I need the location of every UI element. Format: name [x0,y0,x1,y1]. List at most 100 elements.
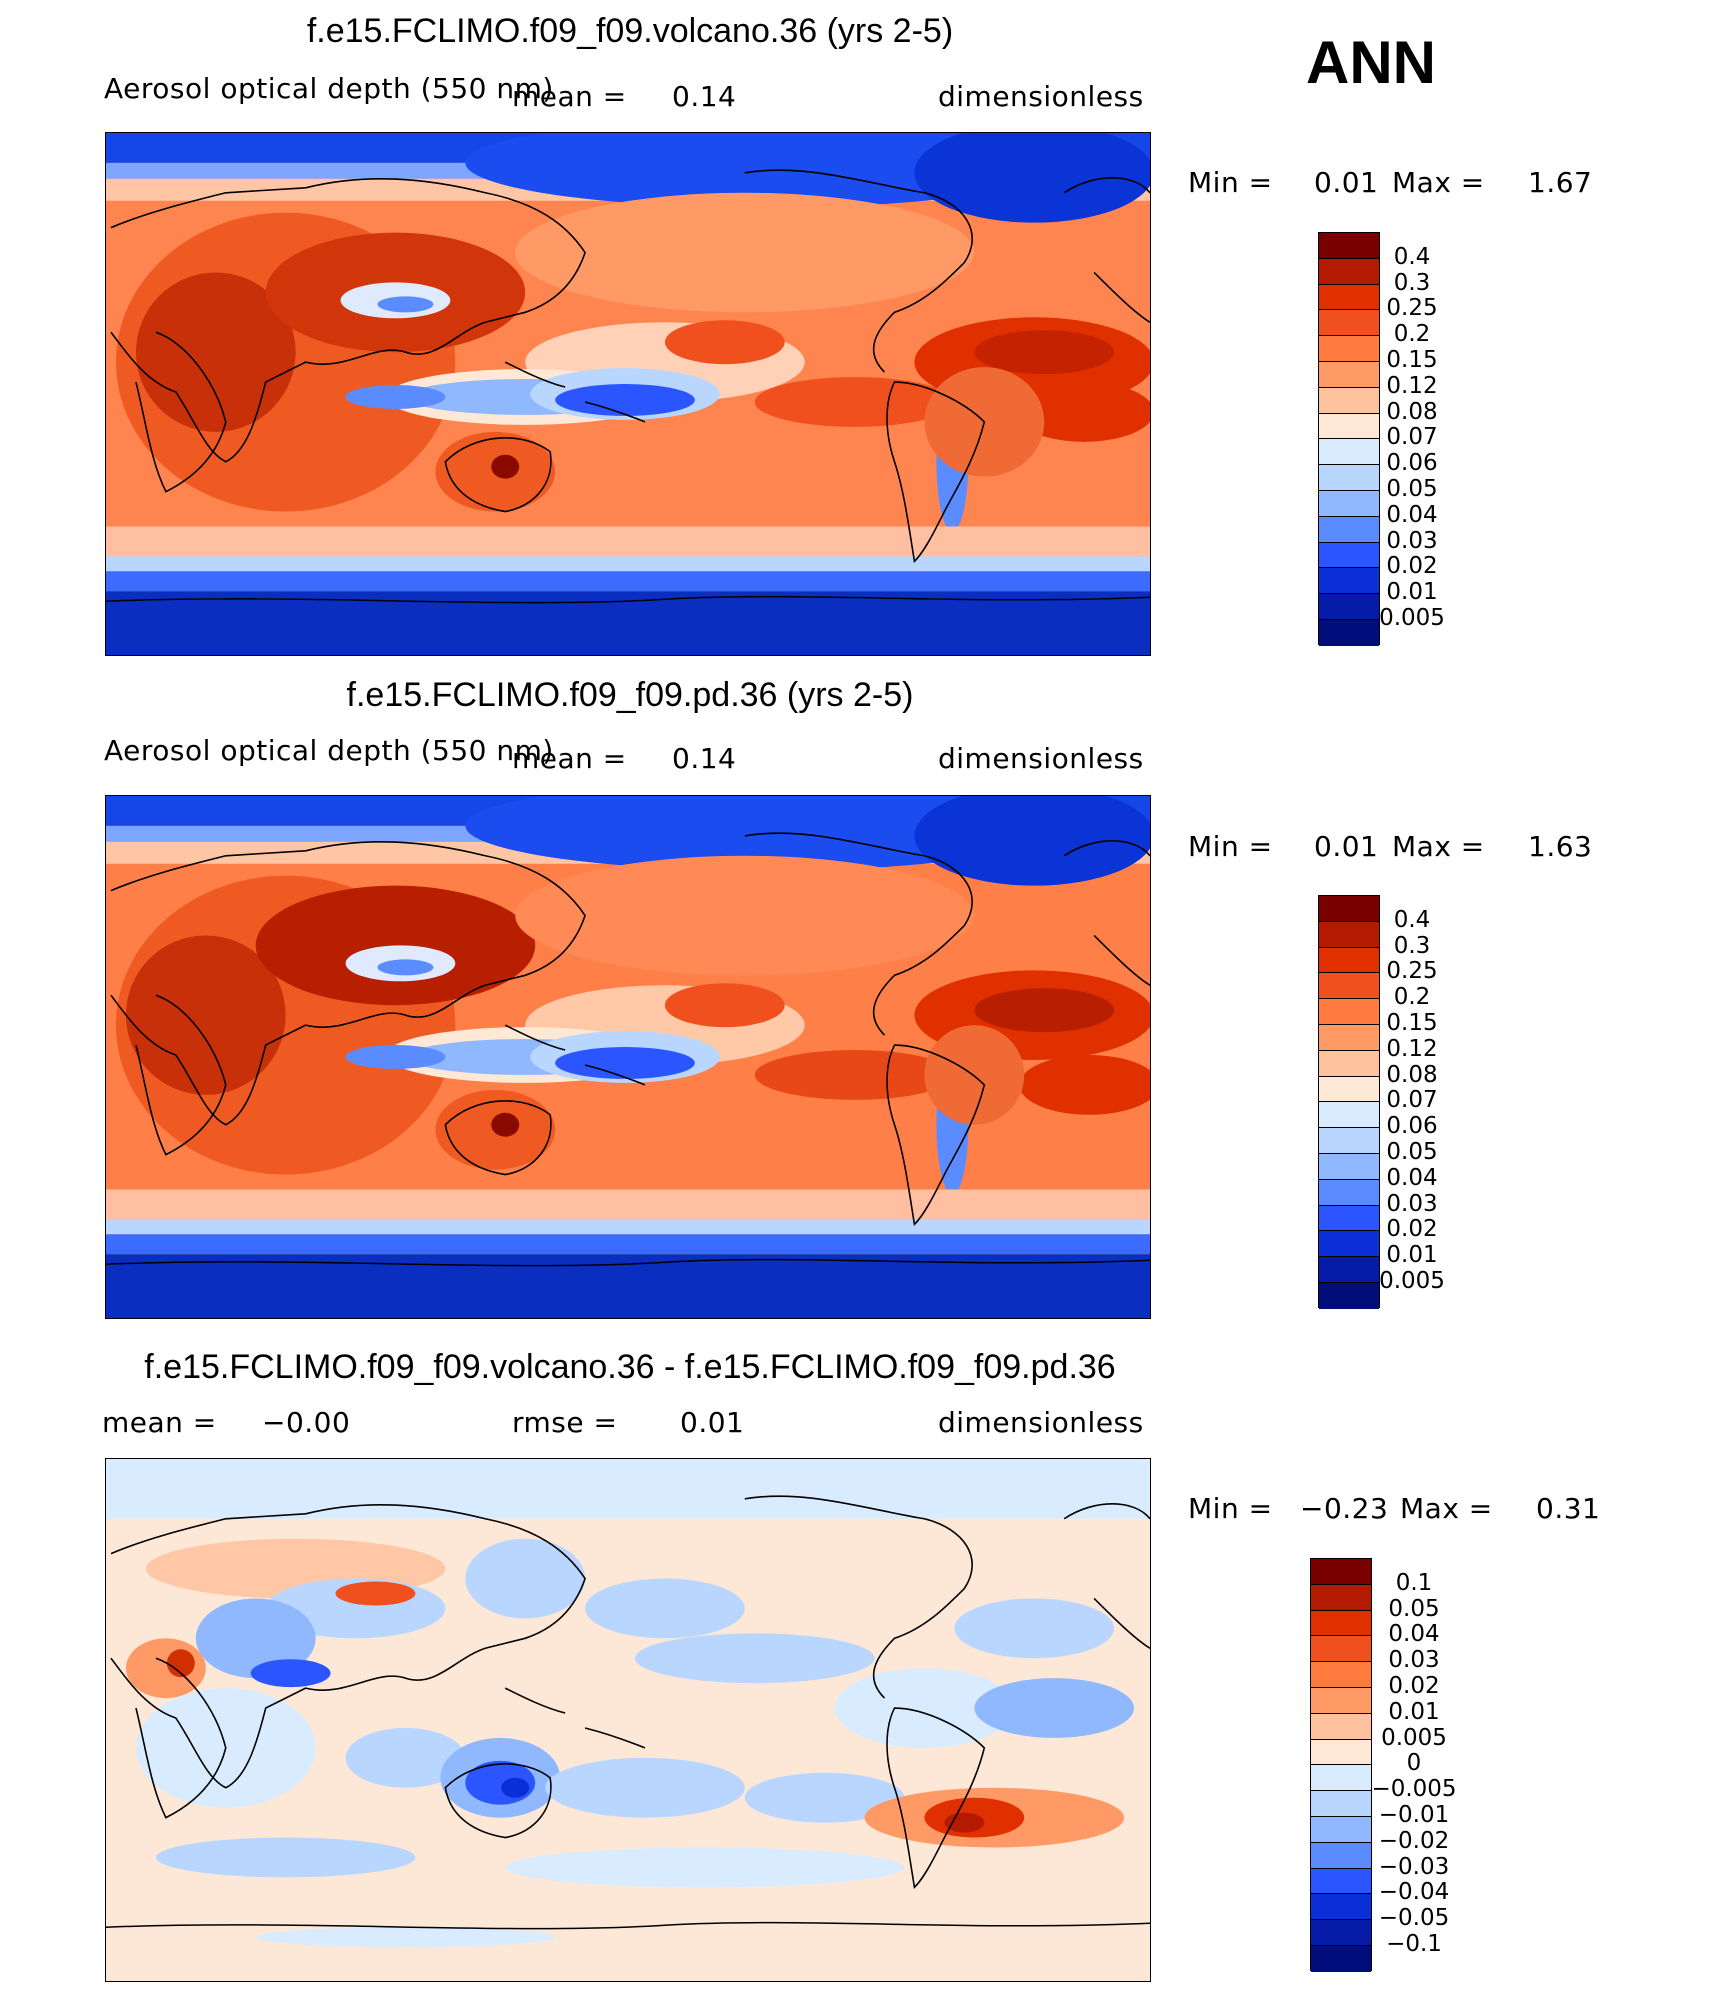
colorbar-tick-label: 0.1 [1395,1569,1433,1596]
colorbar-swatch [1319,1283,1379,1309]
panel-1-variable-label: Aerosol optical depth (550 nm) [104,72,554,105]
colorbar-tick-label: −0.005 [1371,1776,1457,1803]
panel-3-rmse-value: 0.01 [680,1406,745,1439]
panel-1-max-label: Max = [1392,166,1485,199]
panel-1-max-value: 1.67 [1528,166,1593,199]
colorbar-swatch [1319,594,1379,620]
colorbar-swatch [1319,516,1379,543]
colorbar-swatch [1311,1894,1371,1921]
panel-1-mean-value: 0.14 [672,80,737,113]
colorbar-swatch [1311,1791,1371,1817]
colorbar-box [1318,232,1380,646]
colorbar-tick-label: 0.2 [1393,321,1431,348]
colorbar-box [1310,1558,1372,1972]
panel-3-units: dimensionless [938,1406,1144,1439]
colorbar-tick-label: −0.04 [1378,1879,1450,1906]
panel-2-title: f.e15.FCLIMO.f09_f09.pd.36 (yrs 2-5) [346,676,914,714]
colorbar-swatch [1319,1128,1379,1154]
colorbar-swatch [1319,1257,1379,1283]
colorbar-tick-label: −0.05 [1378,1905,1450,1932]
panel-3-title: f.e15.FCLIMO.f09_f09.volcano.36 - f.e15.… [144,1348,1116,1386]
colorbar-swatch [1311,1610,1371,1637]
colorbar-swatch [1319,1102,1379,1129]
panel-1-units: dimensionless [938,80,1144,113]
colorbar-swatch [1319,258,1379,285]
colorbar-tick-label: 0.05 [1386,1139,1438,1165]
colorbar-tick-label: 0.04 [1388,1621,1440,1648]
colorbar-swatch [1319,387,1379,414]
panel-3-min-value: −0.23 [1300,1492,1389,1525]
colorbar-swatch [1319,1179,1379,1206]
colorbar-tick-label: 0.25 [1386,958,1438,985]
colorbar-tick-label: 0.005 [1379,1268,1445,1294]
colorbar-swatch [1311,1713,1371,1740]
panel-1-min-value: 0.01 [1314,166,1379,199]
colorbar-tick-label: 0.02 [1386,1216,1438,1243]
colorbar-tick-label: 0.12 [1386,1035,1438,1062]
colorbar-tick-label: 0.005 [1381,1724,1447,1751]
colorbar-swatch [1319,896,1379,922]
colorbar-tick-label: 0.06 [1386,450,1438,477]
colorbar-tick-label: 0.04 [1386,501,1438,528]
colorbar-tick-label: 0.07 [1386,1087,1438,1114]
colorbar-tick-label: 0.05 [1386,476,1438,502]
panel-1-title: f.e15.FCLIMO.f09_f09.volcano.36 (yrs 2-5… [306,12,954,50]
colorbar-swatch [1319,413,1379,440]
colorbar-tick-label: 0.01 [1386,1242,1438,1269]
season-label: ANN [1306,29,1436,96]
colorbar-swatch [1311,1559,1371,1585]
colorbar-swatch [1319,1076,1379,1103]
colorbar-tick-label: 0.25 [1386,295,1438,322]
colorbar-swatch [1319,620,1379,646]
panel-3-min-label: Min = [1188,1492,1273,1525]
colorbar-swatch [1311,1636,1371,1663]
colorbar-tick-label: 0.06 [1386,1113,1438,1140]
colorbar-tick-label: 0.15 [1386,347,1438,373]
colorbar-tick-label: 0.3 [1393,269,1431,296]
panel-1-min-label: Min = [1188,166,1273,199]
panel-1-aod-field [106,133,1150,655]
colorbar-swatch [1319,336,1379,362]
panel-2-max-value: 1.63 [1528,830,1593,863]
colorbar-tick-label: −0.01 [1378,1802,1450,1828]
panel-1-map [105,132,1151,656]
panel-2-mean-label: mean = [512,742,627,775]
colorbar-swatch [1319,362,1379,388]
panel-2-mean-value: 0.14 [672,742,737,775]
panel-2-max-label: Max = [1392,830,1485,863]
panel-3-map [105,1458,1151,1982]
colorbar-tick-label: 0.4 [1393,906,1431,933]
colorbar-tick-label: 0.005 [1379,605,1445,631]
colorbar-swatch [1311,1920,1371,1946]
colorbar-swatch [1319,947,1379,974]
colorbar-swatch [1311,1946,1371,1972]
colorbar-swatch [1311,1842,1371,1869]
colorbar-swatch [1319,310,1379,337]
colorbar-swatch [1319,542,1379,569]
panel-3-rmse-label: rmse = [512,1406,618,1439]
colorbar-tick-label: 0.4 [1393,243,1431,270]
colorbar-swatch [1311,1662,1371,1688]
panel-2-aod-field [106,796,1150,1318]
colorbar-tick-label: −0.02 [1378,1827,1450,1854]
panel-3-max-value: 0.31 [1536,1492,1601,1525]
colorbar-tick-label: 0.08 [1386,398,1438,425]
colorbar-swatch [1319,233,1379,259]
colorbar-tick-label: 0.03 [1386,527,1438,554]
colorbar-tick-label: 0.3 [1393,932,1431,959]
colorbar-tick-label: 0.12 [1386,372,1438,399]
panel-2-variable-label: Aerosol optical depth (550 nm) [104,734,554,767]
panel-2-min-label: Min = [1188,830,1273,863]
colorbar-tick-label: 0.01 [1388,1698,1440,1725]
panel-2-min-value: 0.01 [1314,830,1379,863]
colorbar-swatch [1319,439,1379,466]
colorbar-swatch [1311,1868,1371,1895]
colorbar-swatch [1319,568,1379,595]
panel-3-mean-label: mean = [102,1406,217,1439]
colorbar-swatch [1311,1739,1371,1766]
panel-3-difference-field [106,1459,1150,1981]
colorbar-tick-label: 0.05 [1388,1595,1440,1622]
panel-3-max-label: Max = [1400,1492,1493,1525]
panel-1-mean-label: mean = [512,80,627,113]
colorbar-swatch [1319,465,1379,491]
